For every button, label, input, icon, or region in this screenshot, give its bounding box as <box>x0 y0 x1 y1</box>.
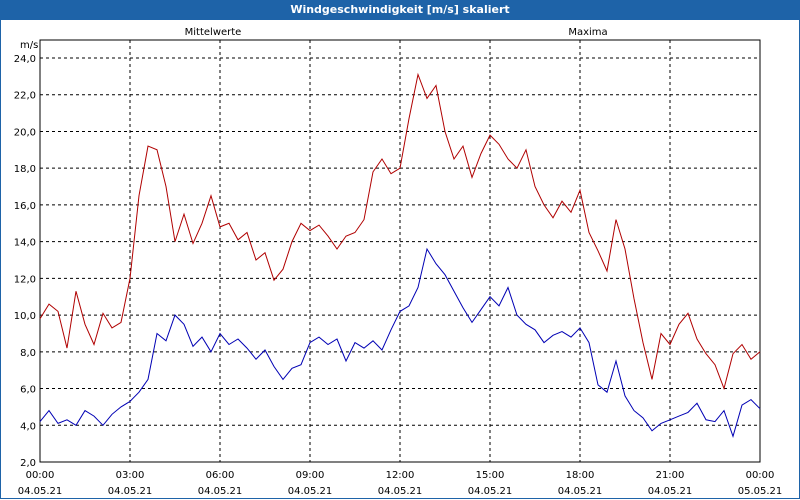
chart-title: Windgeschwindigkeit [m/s] skaliert <box>290 3 510 16</box>
x-tick-time: 09:00 <box>296 470 325 481</box>
y-tick-label: 8,0 <box>20 348 36 359</box>
plot-border <box>39 39 761 463</box>
x-tick-date: 04.05.21 <box>378 486 423 497</box>
x-tick-time: 21:00 <box>656 470 685 481</box>
y-tick-labels: 2,0 4,0 6,0 8,0 10,0 12,0 14,0 16,0 18,0 20,0 22,0… <box>14 54 36 469</box>
y-tick-label: 18,0 <box>14 164 36 175</box>
y-tick-label: 16,0 <box>14 201 36 212</box>
y-tick-label: 20,0 <box>14 127 36 138</box>
x-tick-time: 12:00 <box>386 470 415 481</box>
x-tick-date: 04.05.21 <box>18 486 63 497</box>
y-tick-label: 6,0 <box>20 385 36 396</box>
x-tick-date: 04.05.21 <box>198 486 243 497</box>
axes <box>39 39 761 463</box>
y-tick-label: 22,0 <box>14 91 36 102</box>
x-tick-time: 18:00 <box>566 470 595 481</box>
x-tick-labels: 00:00 04.05.21 03:00 04.05.21 06:00 04.05.21 0… <box>18 470 783 497</box>
y-tick-label: 12,0 <box>14 274 36 285</box>
y-tick-label: 4,0 <box>20 421 36 432</box>
series-line-maxima <box>39 72 761 391</box>
y-tick-label: 14,0 <box>14 238 36 249</box>
x-tick-date: 04.05.21 <box>648 486 693 497</box>
x-tick-date: 04.05.21 <box>288 486 333 497</box>
grid-lines <box>40 40 760 463</box>
x-tick-time: 00:00 <box>26 470 55 481</box>
x-tick-date: 04.05.21 <box>558 486 603 497</box>
legend-mittelwerte: Mittelwerte <box>185 27 242 38</box>
y-tick-label: 10,0 <box>14 311 36 322</box>
y-axis-unit: m/s <box>20 40 38 51</box>
x-tick-date: 04.05.21 <box>108 486 153 497</box>
y-tick-label: 2,0 <box>20 458 36 469</box>
series-line-mittelwerte <box>39 247 761 438</box>
x-tick-time: 03:00 <box>116 470 145 481</box>
window-titlebar: Windgeschwindigkeit [m/s] skaliert <box>0 0 800 20</box>
x-tick-date: 05.05.21 <box>738 486 783 497</box>
x-tick-time: 15:00 <box>476 470 505 481</box>
x-tick-time: 00:00 <box>746 470 775 481</box>
y-tick-label: 24,0 <box>14 54 36 65</box>
x-tick-date: 04.05.21 <box>468 486 513 497</box>
series-lines <box>39 72 761 438</box>
legend-maxima: Maxima <box>568 27 607 38</box>
x-tick-time: 06:00 <box>206 470 235 481</box>
